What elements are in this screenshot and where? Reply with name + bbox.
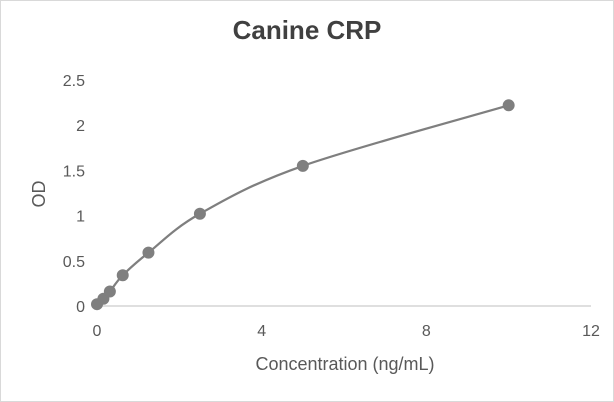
y-tick-label: 0.5 (63, 254, 85, 271)
data-point (116, 269, 129, 282)
data-point (296, 159, 309, 172)
y-tick-label: 1.5 (63, 163, 85, 180)
x-tick-label: 12 (582, 323, 600, 340)
x-tick-label: 0 (93, 323, 102, 340)
data-point (103, 285, 116, 298)
y-tick-label: 2 (76, 118, 85, 135)
data-point (142, 246, 155, 259)
y-tick-label: 2.5 (63, 73, 85, 90)
y-tick-label: 0 (76, 299, 85, 316)
y-tick-label: 1 (76, 209, 85, 226)
chart-title: Canine CRP (232, 15, 382, 45)
x-axis-title: Concentration (ng/mL) (255, 354, 434, 374)
series-line (96, 104, 509, 306)
y-axis-title: OD (29, 180, 49, 207)
x-tick-label: 8 (422, 323, 431, 340)
data-point (193, 207, 206, 220)
data-point (502, 99, 515, 112)
x-tick-label: 4 (257, 323, 266, 340)
